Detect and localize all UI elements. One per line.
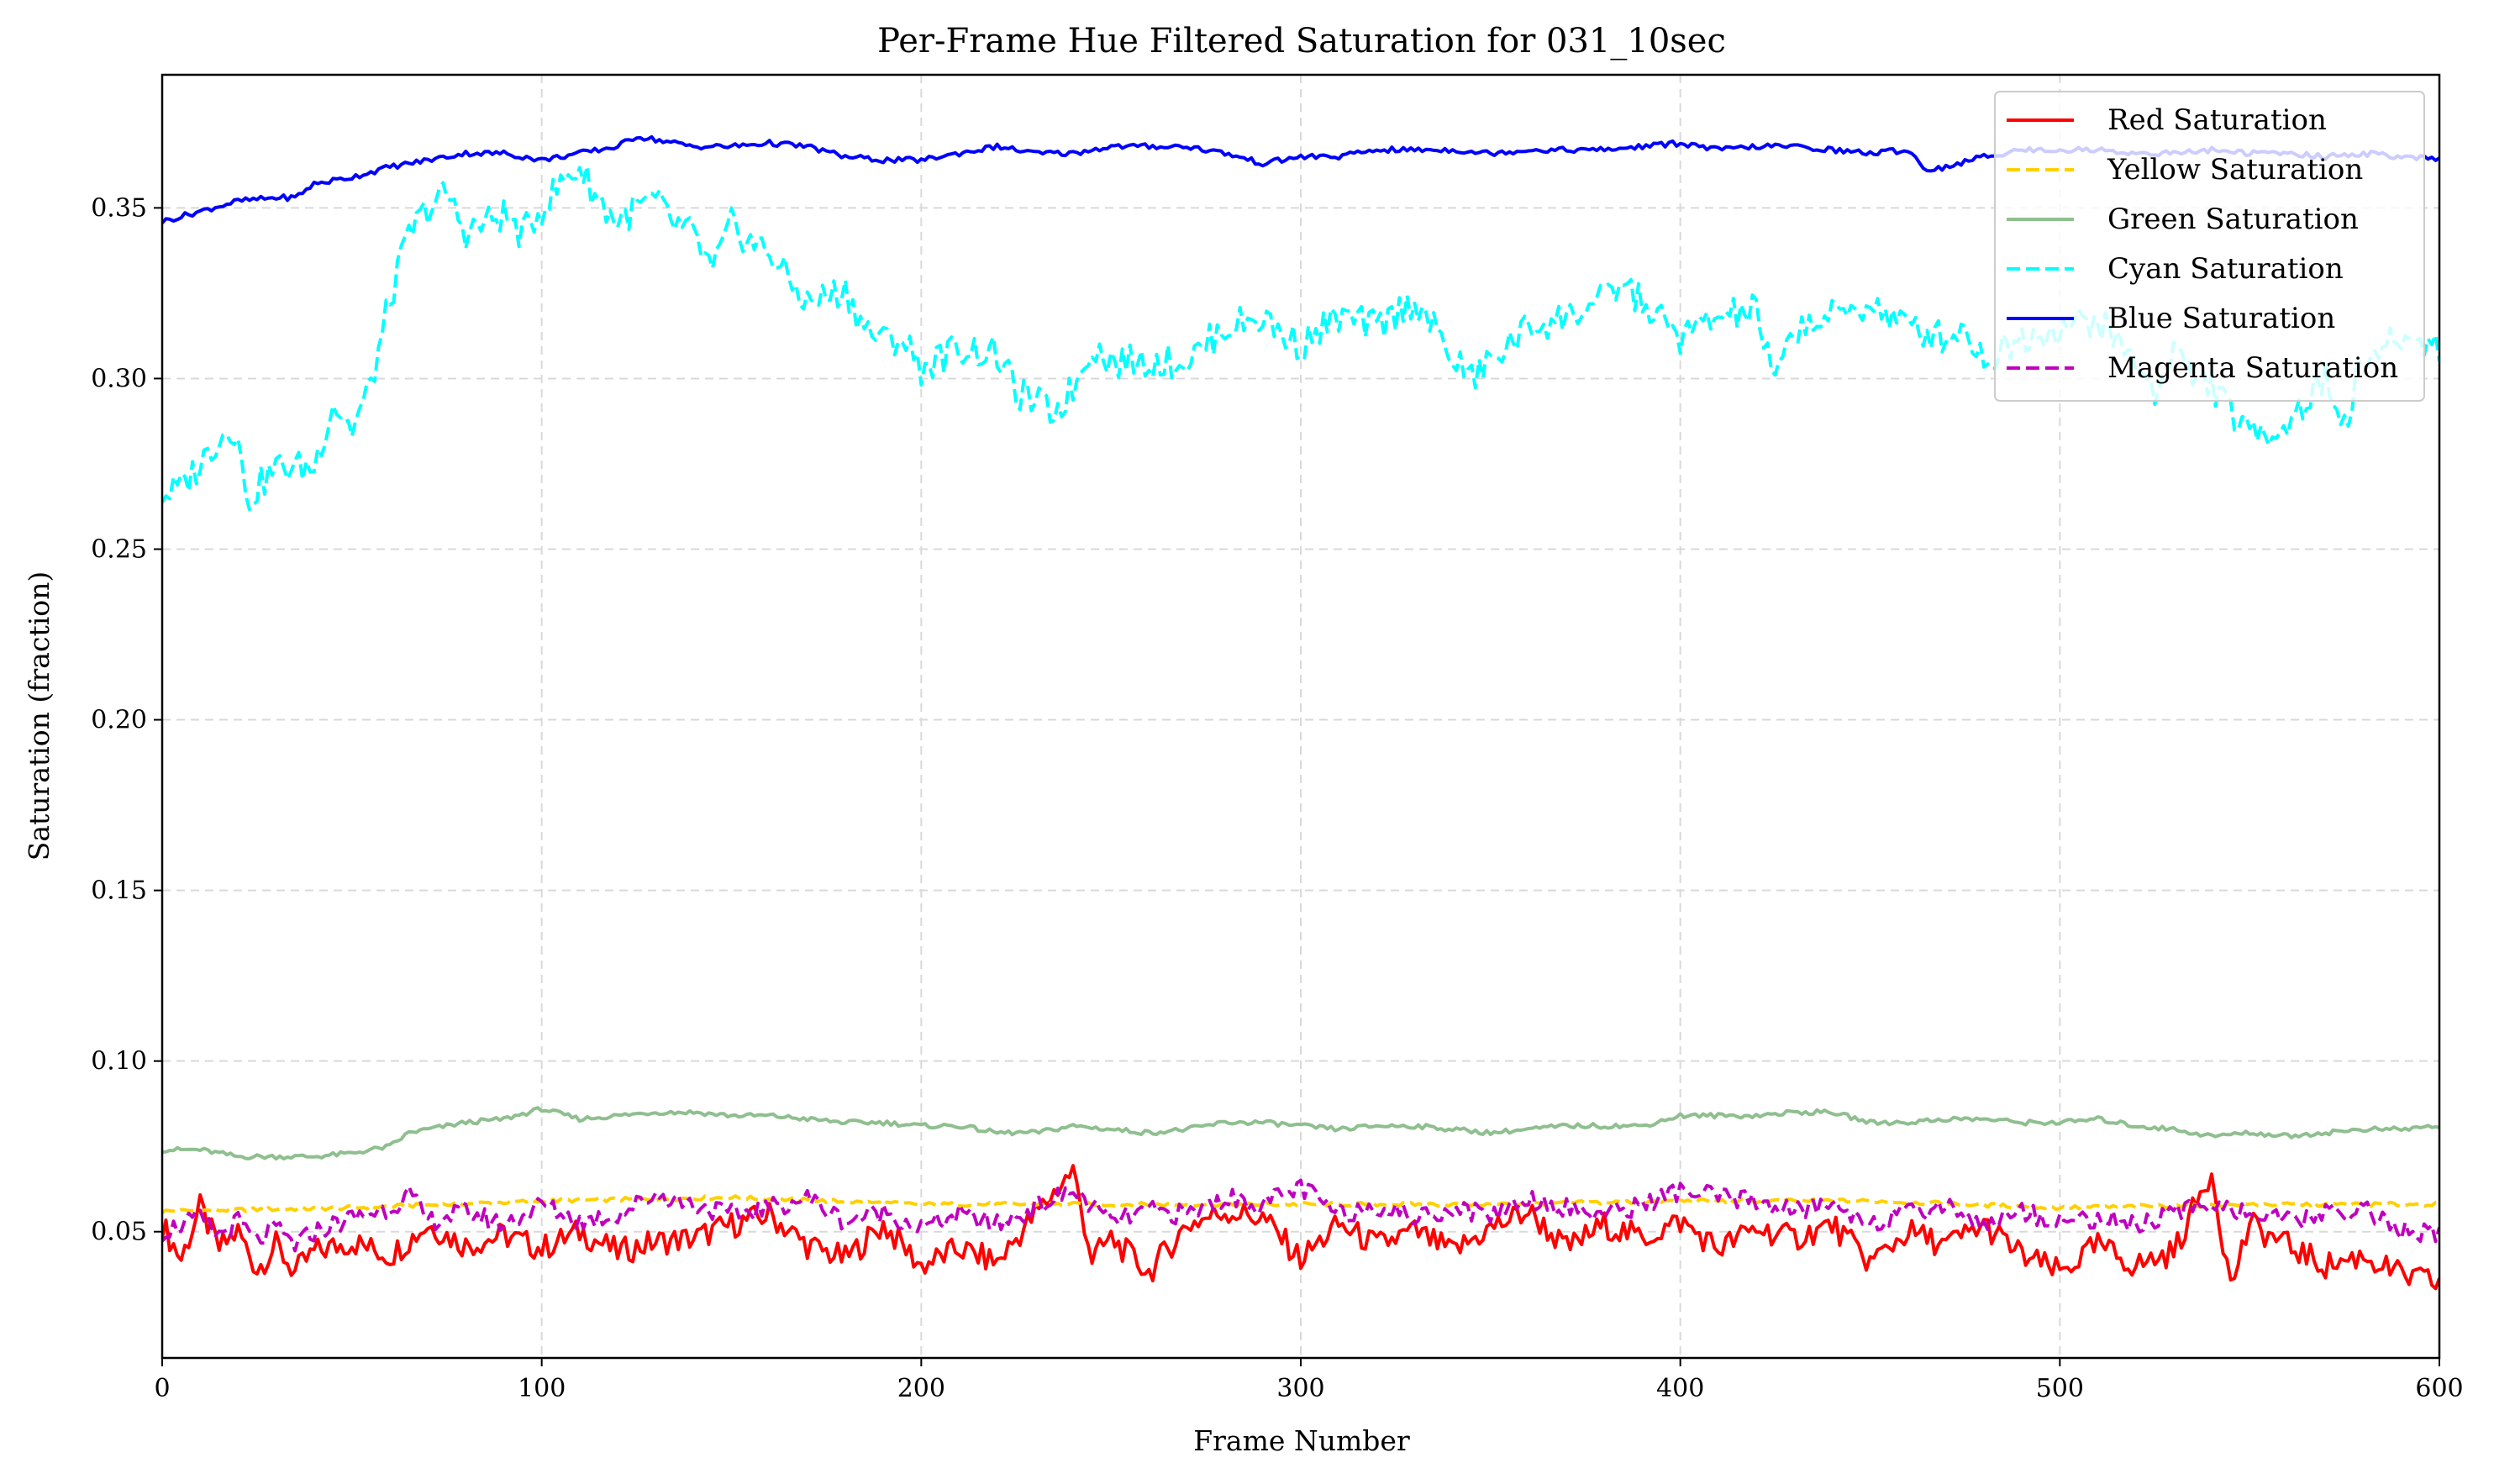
x-tick-label: 600 <box>2415 1374 2463 1403</box>
legend-entry-label: Red Saturation <box>2107 103 2327 137</box>
series-line-green-saturation <box>162 1106 2439 1161</box>
x-tick-label: 400 <box>1656 1374 1704 1403</box>
legend-entry-label: Green Saturation <box>2107 203 2359 236</box>
y-tick-label: 0.20 <box>91 706 147 735</box>
x-tick-label: 300 <box>1276 1374 1324 1403</box>
x-tick-label: 100 <box>518 1374 566 1403</box>
x-axis-label: Frame Number <box>1193 1424 1410 1457</box>
legend-box <box>1994 91 2425 402</box>
chart-title: Per-Frame Hue Filtered Saturation for 03… <box>877 22 1726 61</box>
y-tick-label: 0.05 <box>91 1218 147 1247</box>
legend-entry-label: Cyan Saturation <box>2107 252 2344 286</box>
grid-lines <box>161 75 2440 1358</box>
y-tick-label: 0.15 <box>91 876 147 906</box>
y-tick-label: 0.35 <box>91 193 147 223</box>
series-line-magenta-saturation <box>162 1178 2439 1253</box>
series-line-red-saturation <box>162 1164 2439 1291</box>
legend-entry-label: Yellow Saturation <box>2107 153 2363 187</box>
legend-entry-label: Blue Saturation <box>2107 302 2335 335</box>
y-tick-label: 0.30 <box>91 364 147 393</box>
y-tick-label: 0.10 <box>91 1047 147 1076</box>
axis-ticks: 0 100 200 300 400 500 600 0.05 0.10 0.15 0.20 0.25 0… <box>91 193 2463 1403</box>
y-tick-label: 0.25 <box>91 535 147 565</box>
x-tick-label: 500 <box>2036 1374 2084 1403</box>
x-tick-label: 200 <box>897 1374 945 1403</box>
y-axis-label: Saturation (fraction) <box>23 571 55 861</box>
legend-entry-label: Magenta Saturation <box>2107 351 2398 385</box>
legend: Red Saturation Yellow Saturation Green Sat… <box>1994 91 2425 402</box>
x-tick-label: 0 <box>154 1374 170 1403</box>
